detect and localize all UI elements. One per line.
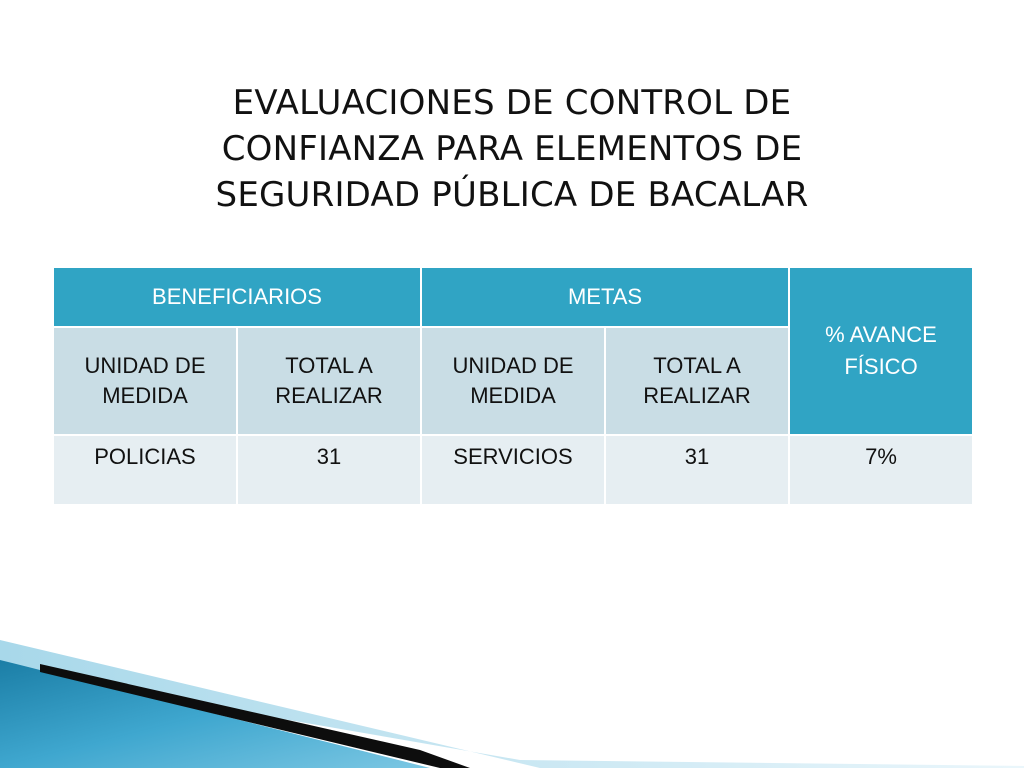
sub-header-line: TOTAL A [285,353,373,378]
beneficiarios-unidad-cell: POLICIAS [52,434,238,506]
swoosh-dark-stroke [40,664,470,768]
decorative-swoosh [0,640,1024,768]
sub-header-line: REALIZAR [275,383,383,408]
sub-header-line: TOTAL A [653,353,741,378]
beneficiarios-total-cell: 31 [235,434,423,506]
beneficiarios-header: BENEFICIARIOS [51,266,423,328]
sub-header-row: UNIDAD DE MEDIDA TOTAL A REALIZAR UNIDAD… [52,326,973,436]
title-line-2: CONFIANZA PARA ELEMENTOS DE [221,129,803,169]
metas-header: METAS [420,266,791,328]
sub-header-line: MEDIDA [470,383,556,408]
beneficiarios-total-header: TOTAL A REALIZAR [235,326,423,436]
title-line-3: SEGURIDAD PÚBLICA DE BACALAR [215,175,809,215]
evaluation-table-container: BENEFICIARIOS METAS % AVANCE FÍSICO UNID… [51,266,975,506]
title-line-1: EVALUACIONES DE CONTROL DE [232,83,792,123]
metas-unidad-cell: SERVICIOS [420,434,607,506]
slide-title: EVALUACIONES DE CONTROL DE CONFIANZA PAR… [150,80,874,218]
avance-header-line-1: % AVANCE [825,322,937,347]
sub-header-line: MEDIDA [102,383,188,408]
sub-header-line: REALIZAR [643,383,751,408]
sub-header-line: UNIDAD DE [452,353,574,378]
sub-header-line: UNIDAD DE [84,353,206,378]
metas-total-header: TOTAL A REALIZAR [604,326,791,436]
avance-cell: 7% [788,434,975,506]
avance-header-line-2: FÍSICO [844,354,918,379]
beneficiarios-unidad-header: UNIDAD DE MEDIDA [52,326,238,436]
avance-fisico-header: % AVANCE FÍSICO [788,266,975,436]
metas-total-cell: 31 [604,434,791,506]
group-header-row: BENEFICIARIOS METAS % AVANCE FÍSICO [51,266,975,436]
evaluation-table: BENEFICIARIOS METAS % AVANCE FÍSICO UNID… [51,266,975,506]
metas-unidad-header: UNIDAD DE MEDIDA [420,326,607,436]
table-row: POLICIAS 31 SERVICIOS 31 7% [52,434,975,506]
